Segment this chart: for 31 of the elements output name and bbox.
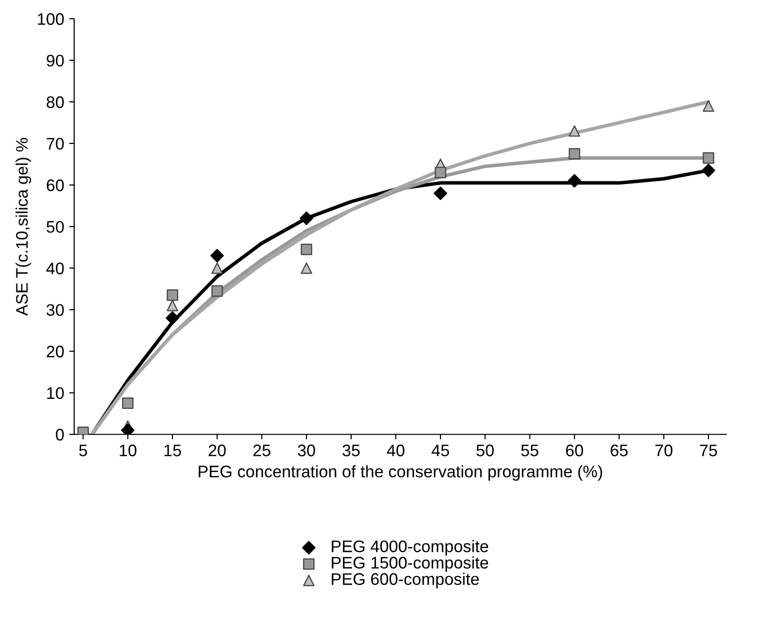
x-tick-label: 10 <box>120 444 136 456</box>
x-tick-label: 50 <box>476 444 494 456</box>
x-tick-label: 60 <box>566 444 584 456</box>
legend-label: PEG 600-composite <box>332 572 479 588</box>
x-tick-label: 65 <box>610 444 628 456</box>
y-tick-label: 90 <box>46 54 64 67</box>
x-axis-title: PEG concentration of the conservation programme (%) <box>198 465 602 481</box>
y-tick-label: 70 <box>46 138 64 150</box>
legend-label: PEG 4000-composite <box>332 540 488 556</box>
x-tick-label: 30 <box>298 444 316 456</box>
x-tick-label: 25 <box>253 444 270 456</box>
y-tick-label: 100 <box>38 13 64 25</box>
x-tick-label: 15 <box>164 444 182 456</box>
x-tick-label: 35 <box>342 444 360 456</box>
y-tick-label: 20 <box>46 346 64 358</box>
x-tick-label: 20 <box>208 444 226 456</box>
y-tick-label: 30 <box>46 304 64 316</box>
y-tick-label: 60 <box>46 179 64 192</box>
legend-label: PEG 1500-composite <box>332 556 488 572</box>
x-tick-label: 55 <box>521 444 538 456</box>
x-tick-label: 45 <box>432 444 450 456</box>
y-tick-label: 40 <box>46 262 64 274</box>
x-tick-label: 75 <box>700 444 718 456</box>
y-axis-title: ASE T(c.10,silica gel) % <box>16 138 32 316</box>
x-tick-label: 5 <box>79 444 88 456</box>
y-tick-label: 0 <box>56 428 64 441</box>
y-tick-label: 10 <box>47 387 64 400</box>
y-tick-label: 50 <box>46 220 64 233</box>
x-tick-label: 40 <box>386 444 404 456</box>
x-tick-label: 70 <box>655 444 672 456</box>
y-tick-label: 80 <box>46 96 64 108</box>
